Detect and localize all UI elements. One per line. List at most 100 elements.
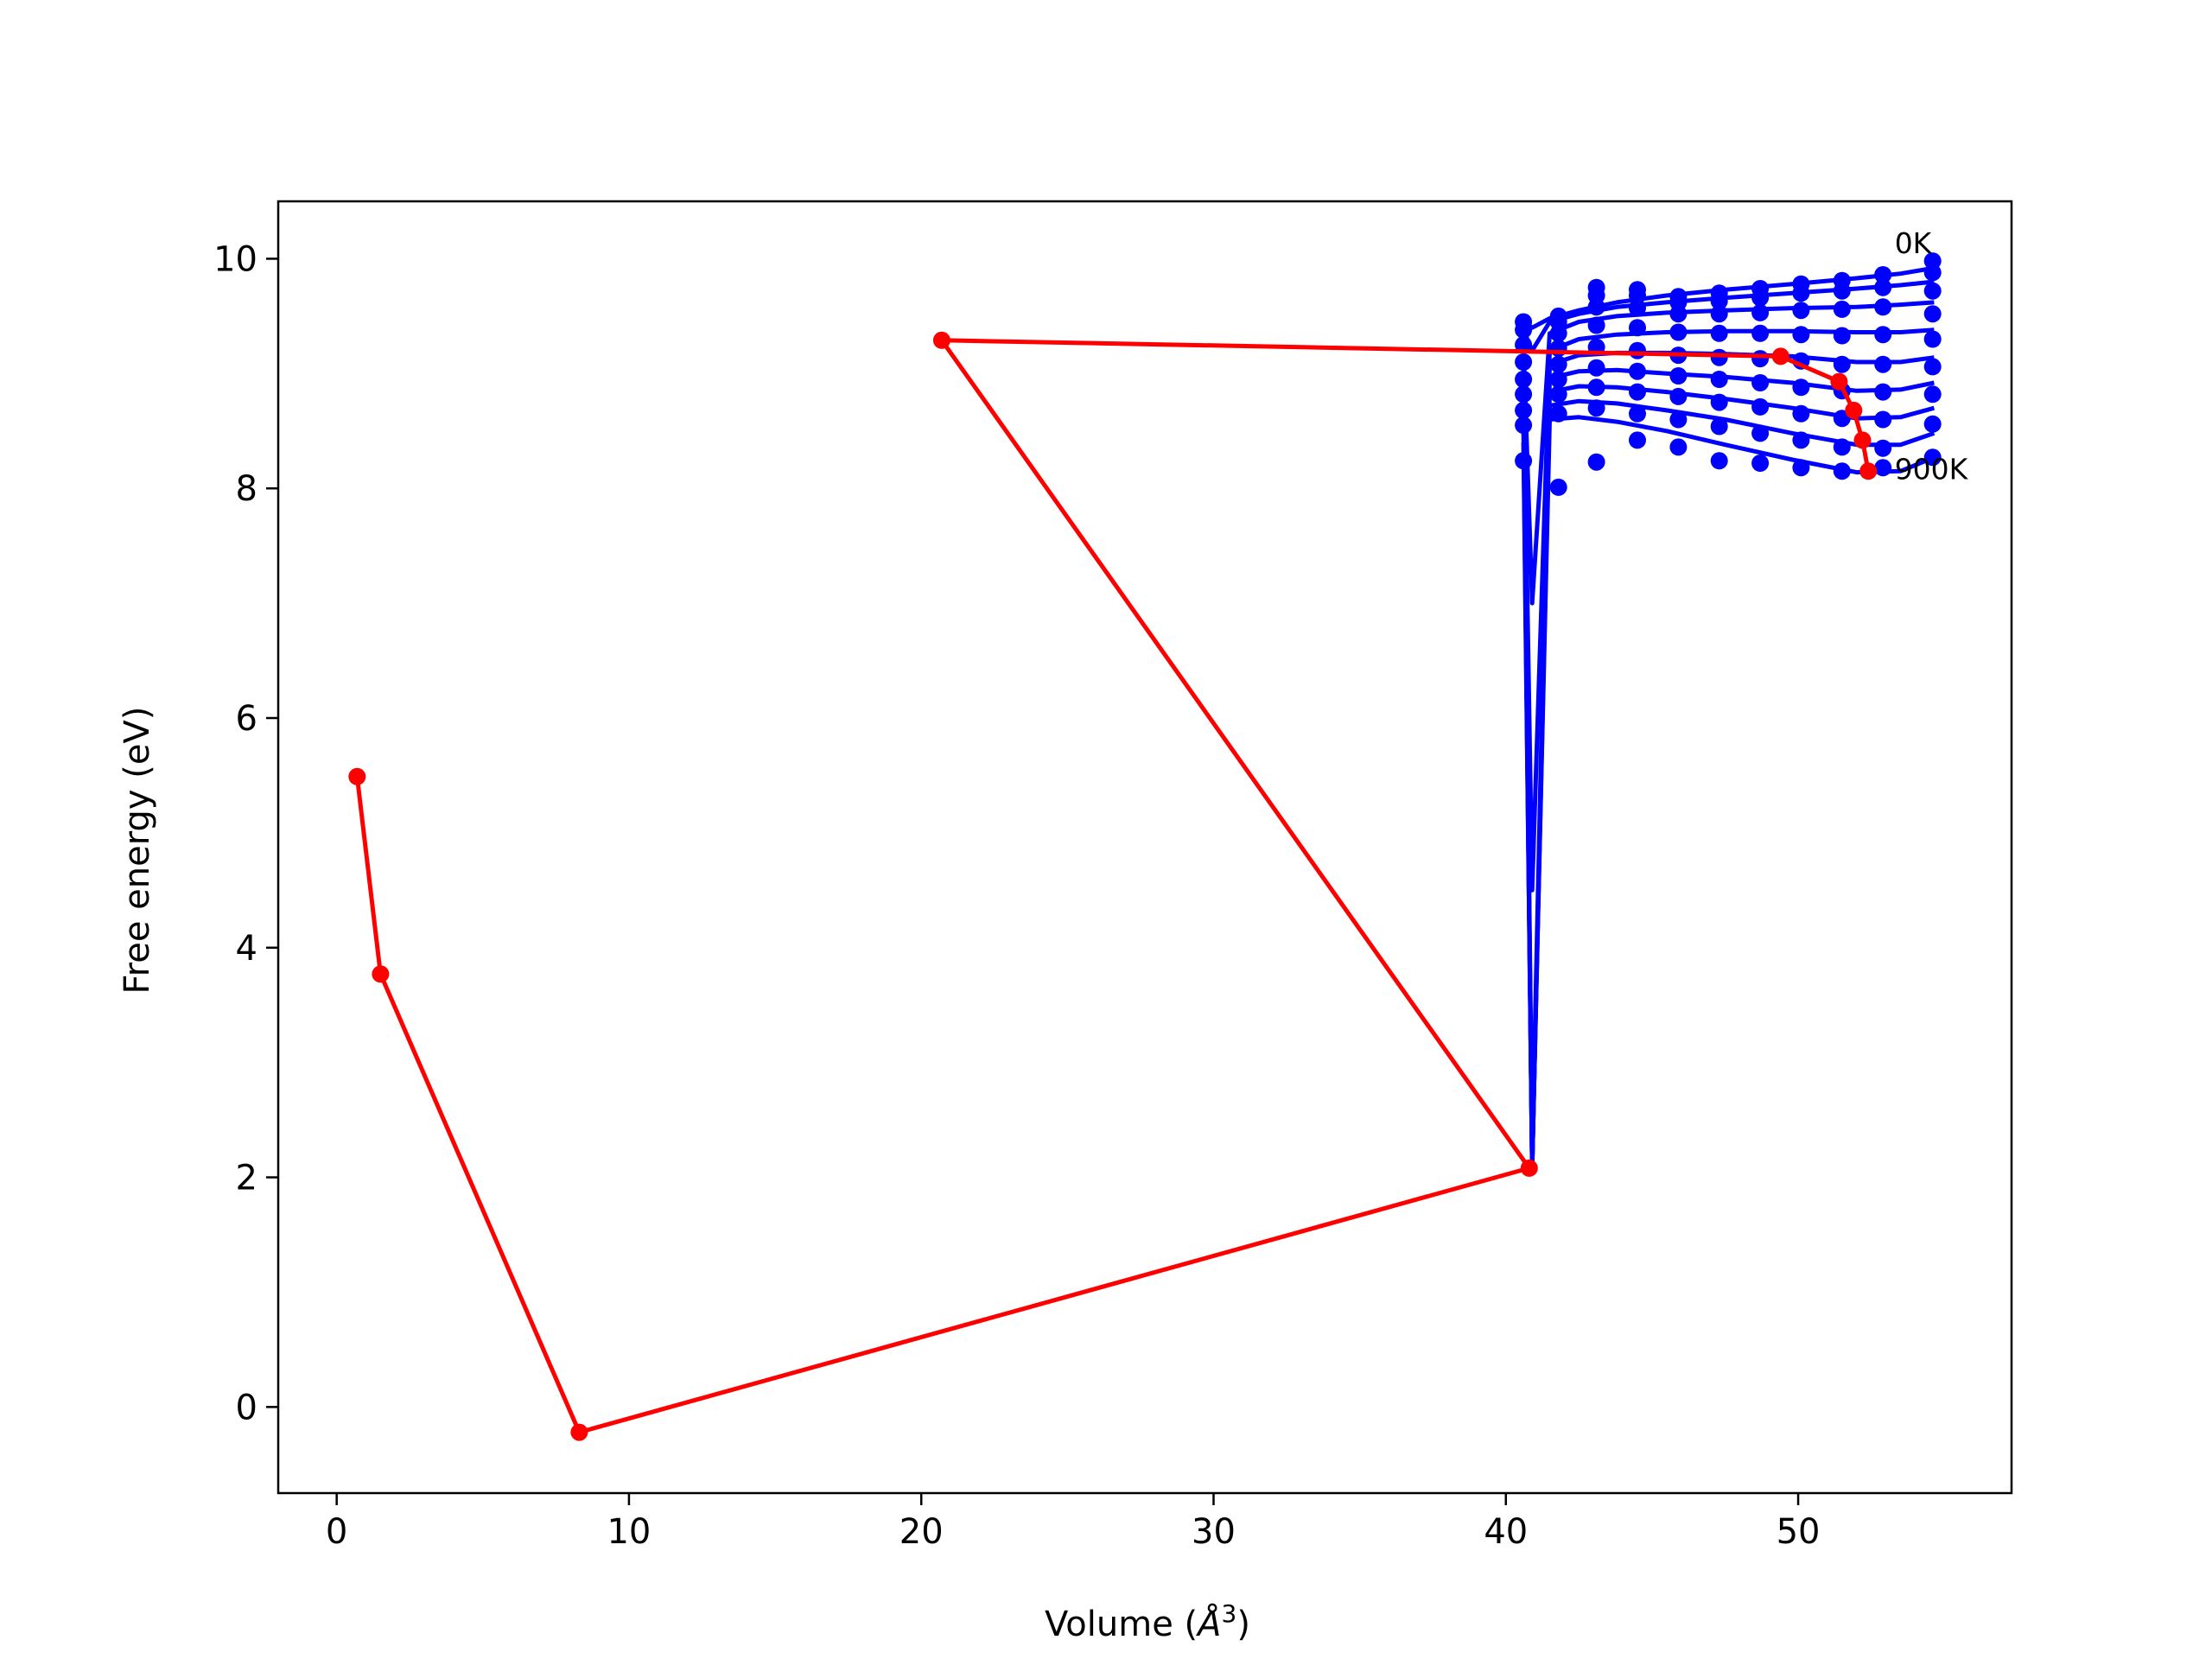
y-tick-label: 8 [236, 469, 257, 509]
x-tick-label: 40 [1484, 1512, 1528, 1552]
energy-point [1515, 336, 1533, 354]
energy-point [1629, 341, 1646, 359]
x-axis-label: Volume (Å3) [1045, 1599, 1250, 1644]
energy-point [1587, 378, 1605, 397]
x-axis-label-prefix: Volume ( [1045, 1605, 1198, 1644]
energy-point [1874, 439, 1892, 457]
energy-point [1923, 415, 1942, 433]
plot-frame [276, 200, 2013, 1495]
minimum-point [1859, 462, 1878, 480]
energy-point [1515, 321, 1533, 339]
y-tick-label: 0 [236, 1388, 257, 1427]
y-tick-label: 4 [236, 929, 257, 969]
minima-line [354, 338, 1871, 1435]
energy-point [1833, 462, 1851, 480]
energy-point [1833, 355, 1851, 373]
x-axis-label-superscript: 3 [1222, 1599, 1237, 1628]
energy-point [1874, 326, 1892, 344]
energy-point [1629, 287, 1646, 304]
energy-point [1549, 324, 1567, 342]
energy-point [1587, 399, 1605, 417]
y-axis-label: Free energy (eV) [118, 707, 157, 995]
energy-point [1833, 300, 1851, 318]
energy-point [1874, 355, 1892, 373]
energy-point [1710, 371, 1728, 388]
energy-point [1792, 326, 1810, 344]
energy-point [1710, 452, 1728, 470]
energy-point [1751, 324, 1770, 342]
x-tick-label: 0 [326, 1512, 347, 1552]
energy-point [1629, 383, 1646, 401]
energy-point [1515, 353, 1533, 371]
energy-point [1792, 431, 1810, 449]
x-axis: 0 10 20 30 40 50 [326, 1493, 1821, 1552]
energy-point [1751, 303, 1770, 321]
energy-point [1669, 410, 1688, 429]
energy-point [1549, 385, 1567, 404]
energy-point [1923, 264, 1942, 282]
energy-point [1874, 266, 1892, 283]
x-tick-label: 30 [1192, 1512, 1236, 1552]
energy-point [1833, 282, 1851, 300]
energy-point [1710, 305, 1728, 323]
energy-point [1833, 327, 1851, 345]
energy-point [1549, 371, 1567, 388]
energy-point [1669, 323, 1688, 341]
energy-point [1792, 459, 1810, 477]
energy-point [1710, 348, 1728, 366]
energy-point [1751, 454, 1770, 472]
energy-point [1923, 305, 1942, 323]
energy-point [1629, 404, 1646, 423]
energy-point [1710, 417, 1728, 435]
energy-point [1874, 410, 1892, 429]
energy-point [1629, 362, 1646, 380]
minimum-point [1853, 431, 1872, 449]
x-tick-label: 10 [607, 1512, 651, 1552]
temperature-curve [1521, 279, 1935, 353]
energy-point [1587, 298, 1605, 316]
minimum-point [1771, 347, 1789, 365]
minimum-point [372, 965, 390, 983]
energy-point [1629, 299, 1646, 317]
energy-point [1710, 324, 1728, 342]
energy-point [1629, 319, 1646, 337]
energy-point [1923, 385, 1942, 404]
energy-point [1833, 438, 1851, 456]
energy-point [1792, 404, 1810, 423]
energy-point [1587, 453, 1605, 471]
energy-point [1751, 424, 1770, 442]
energy-point [1751, 350, 1770, 368]
energy-point [1515, 385, 1533, 404]
minimum-point [1520, 1159, 1538, 1177]
temperature-curve [1522, 265, 1935, 330]
energy-point [1515, 452, 1533, 470]
temperature-annotation: 0K [1895, 226, 1933, 260]
x-tick-label: 50 [1777, 1512, 1821, 1552]
x-axis-label-suffix: ) [1236, 1605, 1250, 1644]
energy-point [1629, 431, 1646, 449]
energy-point [1710, 292, 1728, 310]
energy-point [1792, 302, 1810, 320]
energy-point [1515, 371, 1533, 388]
y-axis: 0 2 4 6 8 10 [213, 239, 278, 1427]
energy-point [1751, 374, 1770, 391]
energy-point [1874, 383, 1892, 401]
free-energy-points [1515, 252, 1942, 496]
annotations: 0K 900K [1895, 226, 1969, 486]
energy-point [1751, 397, 1770, 416]
energy-point [1669, 387, 1688, 405]
energy-point [1923, 448, 1942, 467]
energy-point [1792, 378, 1810, 397]
energy-point [1587, 359, 1605, 377]
energy-point [1923, 330, 1942, 348]
energy-point [1515, 416, 1533, 435]
energy-point [1549, 355, 1567, 373]
minimum-point [348, 767, 366, 785]
energy-point [1669, 305, 1688, 323]
y-tick-label: 6 [236, 699, 257, 739]
energy-point [1874, 459, 1892, 477]
minimum-point [1845, 401, 1863, 419]
energy-point [1587, 316, 1605, 334]
